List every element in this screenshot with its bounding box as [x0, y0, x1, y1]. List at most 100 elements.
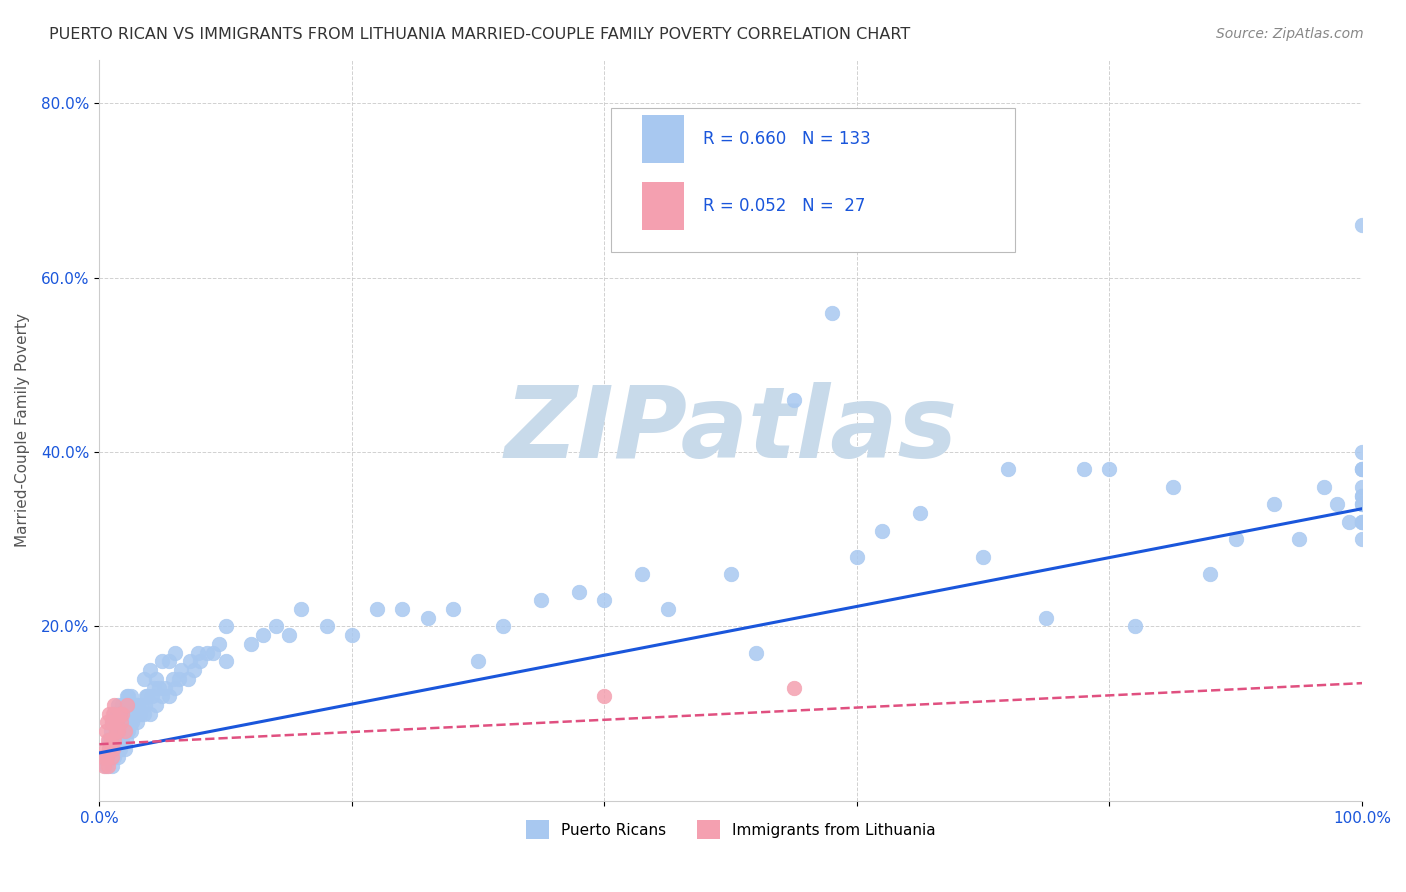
- Point: [132, 706, 155, 721]
- Point: [96, 750, 118, 764]
- Point: [1351, 445, 1374, 459]
- Point: [107, 724, 129, 739]
- Point: [1351, 497, 1374, 511]
- Point: [1123, 619, 1146, 633]
- Point: [111, 706, 134, 721]
- Point: [1073, 462, 1095, 476]
- Point: [179, 654, 201, 668]
- Point: [97, 759, 120, 773]
- Point: [208, 637, 231, 651]
- Point: [141, 690, 163, 704]
- Point: [115, 724, 138, 739]
- Point: [157, 654, 180, 668]
- FancyBboxPatch shape: [643, 182, 683, 230]
- Point: [101, 715, 124, 730]
- Point: [277, 628, 299, 642]
- Point: [153, 681, 176, 695]
- Point: [110, 706, 132, 721]
- Point: [1161, 480, 1184, 494]
- Point: [97, 732, 120, 747]
- Point: [112, 724, 135, 739]
- Point: [124, 706, 146, 721]
- Point: [1313, 480, 1336, 494]
- Point: [103, 732, 125, 747]
- Point: [997, 462, 1019, 476]
- Point: [441, 602, 464, 616]
- Point: [110, 732, 132, 747]
- Point: [1288, 533, 1310, 547]
- Point: [1351, 480, 1374, 494]
- Point: [1351, 497, 1374, 511]
- Point: [1263, 497, 1285, 511]
- Point: [1351, 515, 1374, 529]
- Point: [98, 732, 121, 747]
- Point: [115, 732, 138, 747]
- Point: [157, 690, 180, 704]
- Point: [593, 593, 616, 607]
- Text: R = 0.052   N =  27: R = 0.052 N = 27: [703, 197, 865, 215]
- Text: Source: ZipAtlas.com: Source: ZipAtlas.com: [1216, 27, 1364, 41]
- Point: [114, 741, 136, 756]
- Point: [127, 698, 149, 712]
- Text: PUERTO RICAN VS IMMIGRANTS FROM LITHUANIA MARRIED-COUPLE FAMILY POVERTY CORRELAT: PUERTO RICAN VS IMMIGRANTS FROM LITHUANI…: [49, 27, 911, 42]
- Point: [720, 567, 742, 582]
- Point: [105, 715, 128, 730]
- Point: [1098, 462, 1121, 476]
- Point: [264, 619, 287, 633]
- Point: [139, 663, 162, 677]
- Point: [104, 724, 127, 739]
- Text: R = 0.660   N = 133: R = 0.660 N = 133: [703, 130, 870, 148]
- Point: [134, 698, 156, 712]
- Point: [139, 706, 162, 721]
- Point: [128, 706, 150, 721]
- Point: [188, 654, 211, 668]
- Point: [100, 732, 122, 747]
- Point: [467, 654, 489, 668]
- Point: [593, 690, 616, 704]
- Point: [214, 619, 236, 633]
- Point: [152, 690, 174, 704]
- Point: [104, 741, 127, 756]
- Point: [115, 698, 138, 712]
- Point: [110, 715, 132, 730]
- FancyBboxPatch shape: [610, 108, 1015, 252]
- Y-axis label: Married-Couple Family Poverty: Married-Couple Family Poverty: [15, 313, 30, 547]
- Point: [103, 715, 125, 730]
- Point: [120, 690, 142, 704]
- Point: [187, 646, 209, 660]
- Point: [103, 741, 125, 756]
- Point: [821, 305, 844, 319]
- Point: [135, 690, 157, 704]
- Point: [391, 602, 413, 616]
- Point: [125, 698, 148, 712]
- Point: [195, 646, 218, 660]
- Point: [1351, 515, 1374, 529]
- Point: [108, 715, 131, 730]
- Point: [177, 672, 200, 686]
- Point: [101, 715, 124, 730]
- Point: [845, 549, 868, 564]
- Point: [103, 750, 125, 764]
- Legend: Puerto Ricans, Immigrants from Lithuania: Puerto Ricans, Immigrants from Lithuania: [520, 814, 942, 845]
- Point: [1351, 462, 1374, 476]
- Point: [103, 732, 125, 747]
- Point: [1351, 462, 1374, 476]
- Point: [94, 741, 117, 756]
- Point: [97, 750, 120, 764]
- Point: [120, 724, 142, 739]
- Point: [1339, 515, 1361, 529]
- FancyBboxPatch shape: [643, 115, 683, 163]
- Point: [107, 750, 129, 764]
- Point: [121, 715, 143, 730]
- Point: [101, 732, 124, 747]
- Point: [170, 663, 193, 677]
- Point: [745, 646, 768, 660]
- Point: [1351, 462, 1374, 476]
- Point: [416, 611, 439, 625]
- Point: [129, 698, 152, 712]
- Point: [492, 619, 515, 633]
- Point: [127, 715, 149, 730]
- Point: [117, 690, 139, 704]
- Point: [1351, 489, 1374, 503]
- Point: [111, 698, 134, 712]
